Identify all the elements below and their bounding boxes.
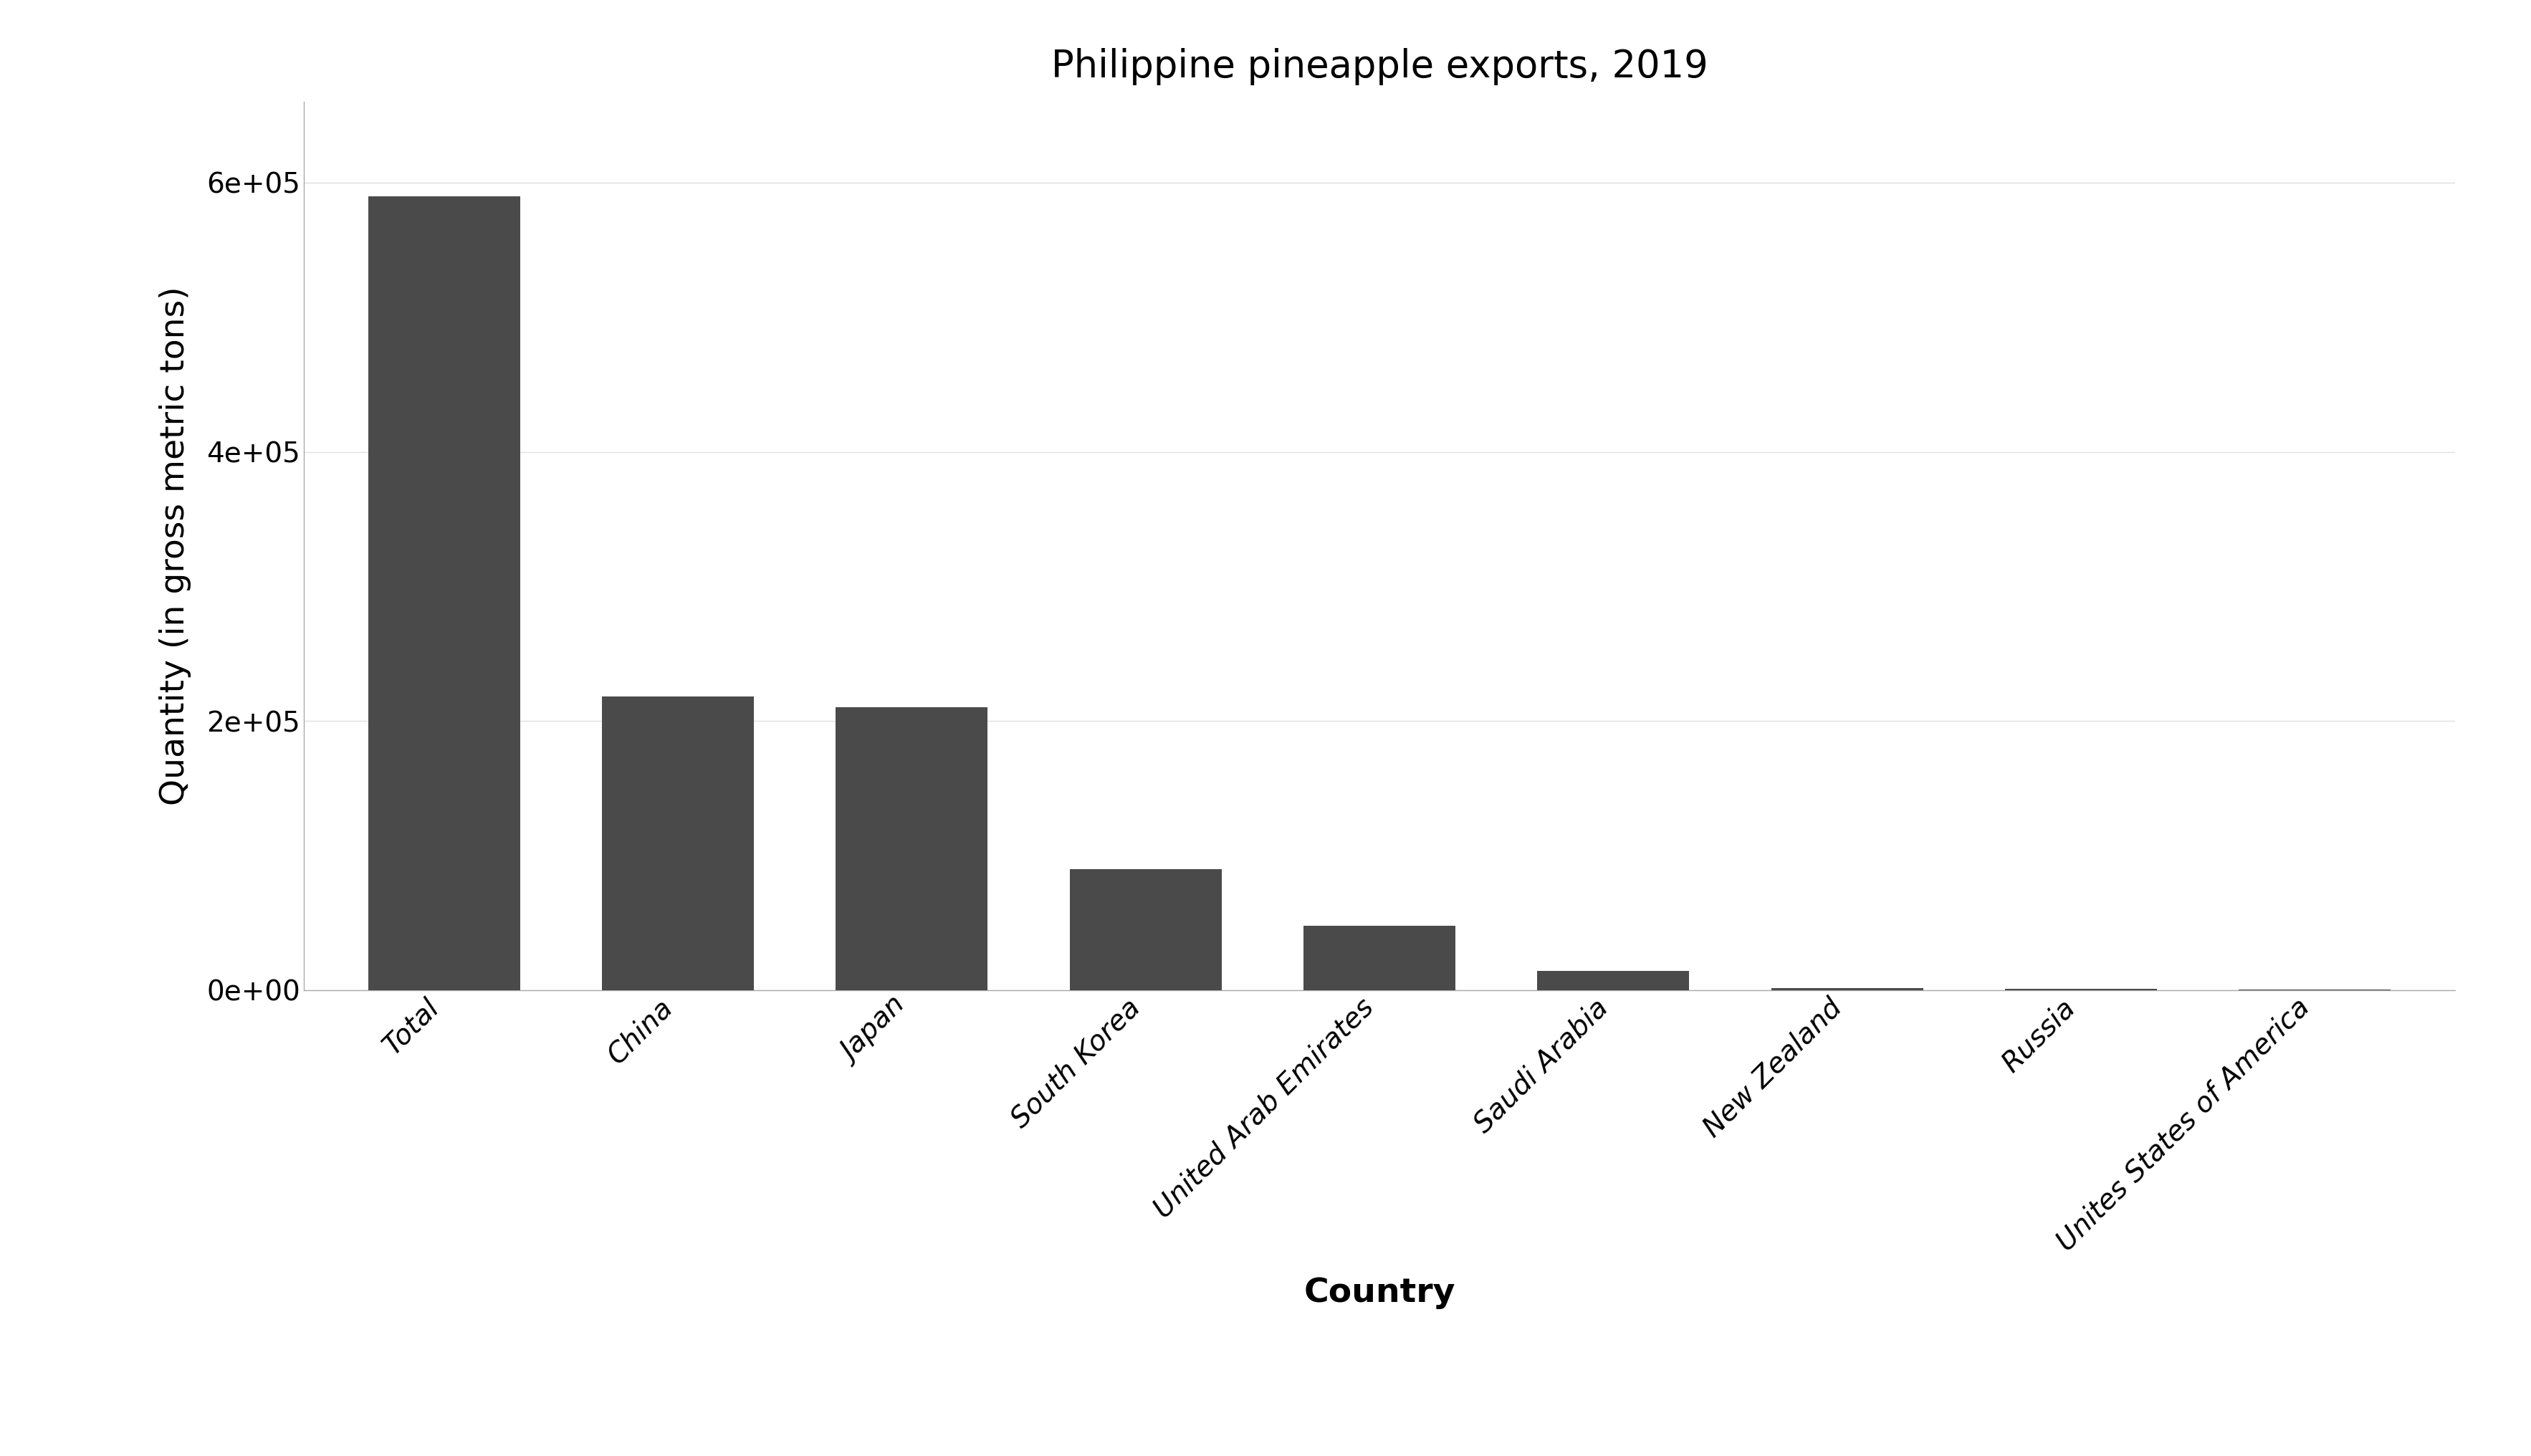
Bar [602, 697, 754, 990]
Y-axis label: Quantity (in gross metric tons): Quantity (in gross metric tons) [159, 287, 192, 805]
Bar [1071, 869, 1222, 990]
Bar [835, 708, 987, 990]
Bar [1536, 971, 1688, 990]
X-axis label: Country: Country [1303, 1277, 1455, 1309]
Bar [1772, 989, 1924, 990]
Title: Philippine pineapple exports, 2019: Philippine pineapple exports, 2019 [1050, 48, 1708, 84]
Bar [1303, 926, 1455, 990]
Bar [367, 197, 519, 990]
